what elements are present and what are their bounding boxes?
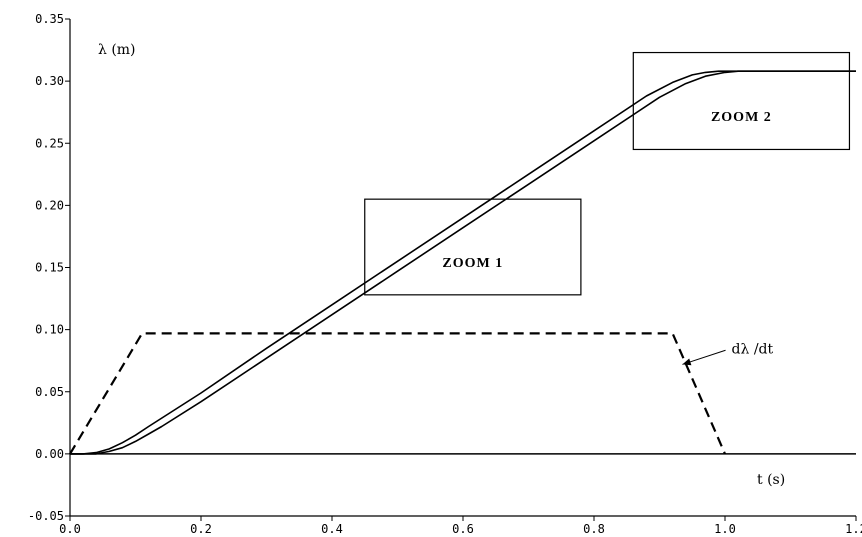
x-tick-label: 0.2 bbox=[190, 522, 212, 536]
chart-labels: λ (m) t (s) dλ /dt bbox=[98, 42, 785, 488]
x-tick-label: 1.2 bbox=[845, 522, 862, 536]
series-derivative-line bbox=[69, 332, 727, 455]
y-tick-label: 0.00 bbox=[35, 447, 64, 461]
zoom-boxes: ZOOM 1 ZOOM 2 bbox=[364, 51, 851, 296]
y-tick-label: 0.10 bbox=[35, 323, 64, 337]
y-tick-label: 0.20 bbox=[35, 198, 64, 212]
axes: -0.05 0.00 0.05 0.10 0.15 0.20 0.25 0.30 0.35 0.0… bbox=[28, 12, 862, 536]
y-axis-label: λ (m) bbox=[98, 42, 136, 58]
zoom-box bbox=[632, 51, 851, 151]
x-axis-label: t (s) bbox=[757, 472, 785, 488]
y-tick-label: 0.15 bbox=[35, 261, 64, 275]
annotation-arrow-head bbox=[682, 358, 692, 366]
y-tick-label: 0.30 bbox=[35, 74, 64, 88]
y-tick-label: 0.35 bbox=[35, 12, 64, 26]
zoom-box-label: ZOOM 1 bbox=[442, 256, 503, 271]
x-tick-label: 0.0 bbox=[59, 522, 81, 536]
x-tick-label: 0.6 bbox=[452, 522, 474, 536]
series-position-line-1 bbox=[70, 70, 856, 455]
y-tick-label: 0.25 bbox=[35, 136, 64, 150]
y-tick-label: -0.05 bbox=[28, 509, 64, 523]
derivative-annotation: dλ /dt bbox=[732, 341, 774, 357]
y-tick-label: 0.05 bbox=[35, 385, 64, 399]
zoom-box bbox=[364, 198, 582, 296]
series-lines bbox=[69, 70, 856, 455]
x-tick-label: 1.0 bbox=[714, 522, 736, 536]
x-tick-label: 0.8 bbox=[583, 522, 605, 536]
x-tick-label: 0.4 bbox=[321, 522, 343, 536]
zoom-box-label: ZOOM 2 bbox=[711, 110, 772, 125]
series-position-line-2 bbox=[70, 70, 856, 455]
